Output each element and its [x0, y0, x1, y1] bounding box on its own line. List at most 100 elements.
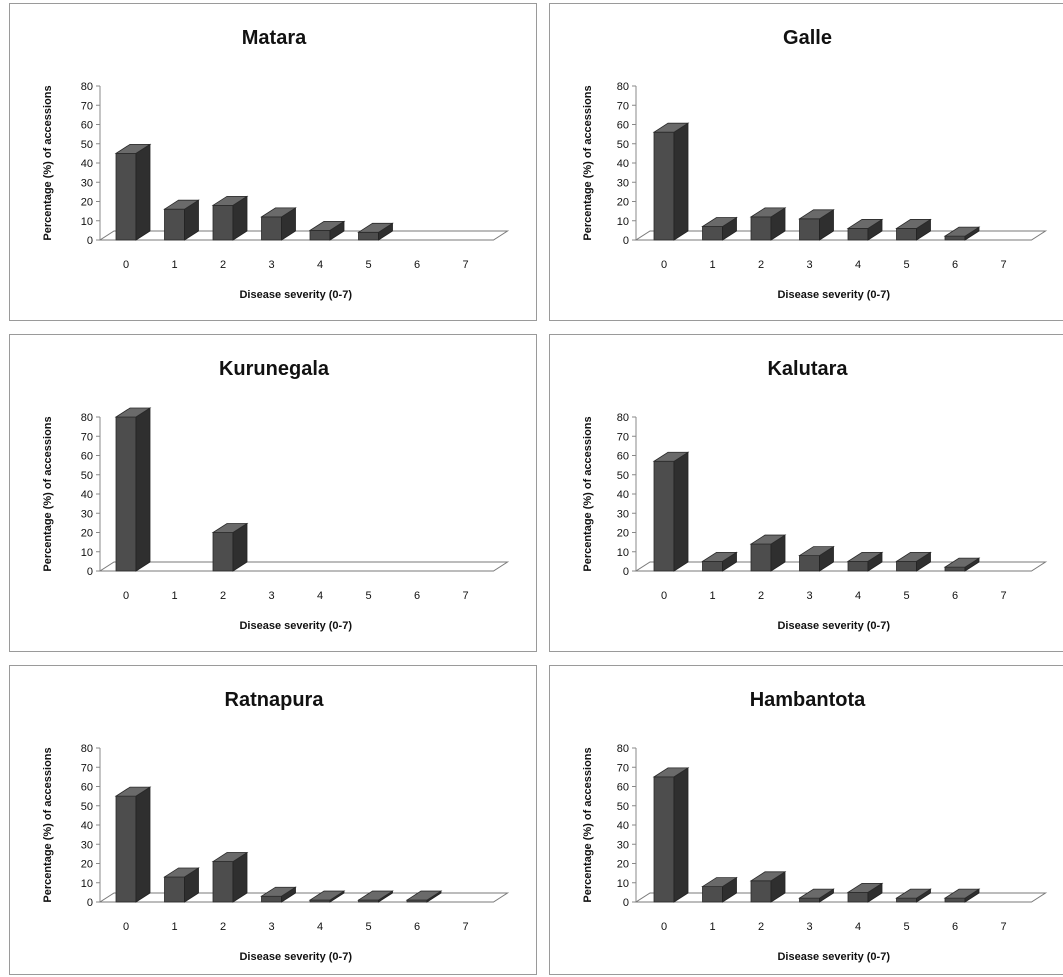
x-tick-label: 1	[709, 921, 715, 933]
bar-front	[896, 897, 917, 903]
y-tick-label: 0	[623, 897, 629, 909]
bar-front	[847, 891, 869, 903]
x-tick-label: 5	[365, 590, 371, 602]
chart-panel-galle: Galle Percentage (%) of accessions 0 10 20 30…	[549, 3, 1063, 321]
x-tick-label: 5	[903, 921, 909, 933]
bar-2	[211, 851, 249, 903]
bar-top	[895, 888, 932, 899]
y-tick-label: 20	[617, 197, 629, 209]
chart-title: Hambantota	[750, 689, 866, 711]
y-axis-label: Percentage (%) of accessions	[582, 85, 594, 240]
x-tick-label: 3	[268, 590, 274, 602]
bar-3	[260, 886, 297, 903]
y-tick-label: 10	[617, 547, 629, 559]
x-tick-label: 0	[661, 921, 667, 933]
chart-panel-hambantota: Hambantota Percentage (%) of accessions 0 1…	[549, 665, 1063, 975]
y-tick-label: 70	[617, 100, 629, 112]
x-tick-label: 1	[171, 590, 177, 602]
bar-top	[308, 220, 346, 231]
bar-front	[212, 532, 234, 572]
chart-title: Kalutara	[767, 358, 848, 380]
y-tick-label: 80	[81, 81, 93, 93]
bar-5	[895, 551, 932, 572]
x-axis-label: Disease severity (0-7)	[239, 620, 352, 632]
bar-top	[652, 122, 690, 133]
bar-top	[114, 143, 152, 154]
bar-side	[673, 122, 689, 241]
chart-title: Kurunegala	[219, 358, 330, 380]
bar-top	[701, 877, 738, 887]
x-tick-label: 4	[855, 921, 861, 933]
bar-front	[358, 231, 379, 241]
x-tick-label: 0	[123, 921, 129, 933]
bar-1	[701, 551, 738, 572]
bar-top	[749, 534, 787, 545]
bar-side	[673, 767, 689, 903]
bar-top	[308, 890, 346, 901]
bar-front	[702, 886, 723, 903]
y-tick-label: 40	[617, 489, 629, 501]
chart-panel-matara: Matara Percentage (%) of accessions 0 10 20 3…	[9, 3, 537, 321]
x-tick-label: 1	[171, 921, 177, 933]
bar-top	[652, 767, 690, 778]
x-tick-label: 3	[806, 259, 812, 271]
bar-front	[896, 560, 917, 572]
y-tick-label: 50	[617, 470, 629, 482]
x-tick-label: 0	[661, 590, 667, 602]
y-tick-label: 60	[617, 120, 629, 132]
x-tick-label: 4	[855, 590, 861, 602]
bar-0	[114, 143, 152, 241]
x-tick-label: 1	[171, 259, 177, 271]
x-axis-label: Disease severity (0-7)	[777, 289, 890, 301]
bar-4	[846, 218, 884, 241]
bar-front	[261, 216, 282, 241]
x-tick-label: 2	[758, 590, 764, 602]
y-axis-label: Percentage (%) of accessions	[42, 416, 54, 571]
bar-0	[652, 122, 690, 241]
y-tick-label: 0	[87, 566, 93, 578]
bar-front	[799, 897, 820, 903]
chart-title: Galle	[783, 27, 832, 49]
bar-2	[211, 522, 249, 572]
bar-side	[135, 407, 151, 572]
y-tick-label: 80	[617, 412, 629, 424]
bar-top	[701, 551, 738, 562]
bar-front	[702, 226, 723, 241]
bar-top	[163, 867, 200, 878]
y-tick-label: 30	[617, 508, 629, 520]
bar-side	[135, 143, 151, 241]
x-tick-label: 6	[414, 259, 420, 271]
bar-top	[943, 888, 981, 899]
x-tick-label: 5	[365, 921, 371, 933]
x-tick-label: 5	[903, 259, 909, 271]
bar-6	[943, 557, 981, 572]
y-tick-label: 40	[81, 820, 93, 832]
bar-1	[701, 876, 738, 903]
y-tick-label: 40	[81, 158, 93, 170]
bar-3	[798, 545, 835, 572]
y-tick-label: 0	[623, 566, 629, 578]
bar-front	[115, 795, 137, 903]
bar-4	[846, 882, 884, 903]
y-tick-label: 50	[617, 801, 629, 813]
bar-front	[164, 876, 185, 903]
x-tick-label: 6	[952, 590, 958, 602]
bar-4	[308, 890, 346, 903]
y-axis-label: Percentage (%) of accessions	[42, 85, 54, 240]
x-tick-label: 3	[268, 259, 274, 271]
y-tick-label: 70	[81, 100, 93, 112]
y-tick-label: 10	[617, 878, 629, 890]
bar-0	[114, 786, 152, 903]
x-tick-label: 2	[758, 921, 764, 933]
x-axis-label: Disease severity (0-7)	[777, 951, 890, 963]
x-axis-label: Disease severity (0-7)	[239, 289, 352, 301]
x-tick-label: 0	[661, 259, 667, 271]
bar-front	[799, 555, 820, 572]
bar-top	[798, 888, 835, 899]
bar-top	[211, 195, 249, 206]
bar-top	[163, 199, 200, 210]
bar-front	[261, 895, 282, 903]
